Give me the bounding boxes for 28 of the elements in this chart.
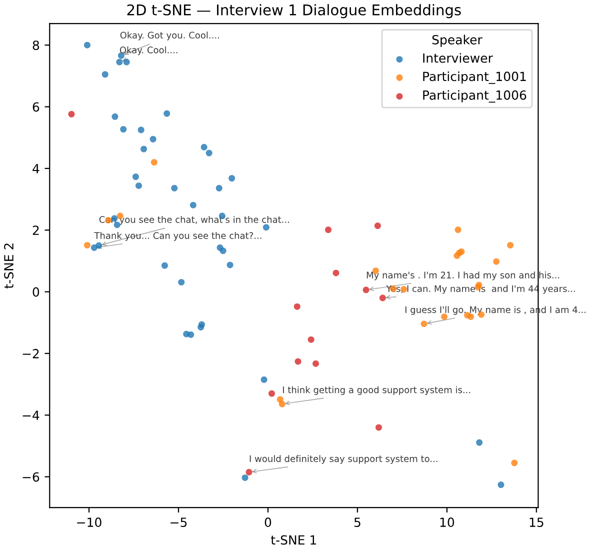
y-tick-label: 2 [32, 226, 39, 235]
x-tick-label: 5 [354, 518, 360, 528]
annotation: I think getting a good support system is... [282, 386, 470, 395]
y-tick-label: −6 [22, 472, 40, 482]
y-axis-title: t-SNE 2 [4, 244, 14, 288]
y-tick-label: 8 [32, 40, 40, 50]
y-tick-label: 0 [32, 287, 40, 297]
annotation: Can you see the chat, what's in the chat... [99, 216, 290, 225]
annotation: Thank you... Can you see the chat?... [94, 232, 262, 241]
annotation: Okay. Cool.... [120, 46, 178, 56]
legend-label: Participant_1001 [423, 71, 526, 84]
legend-label: Interviewer [423, 53, 493, 63]
legend-label: Participant_1006 [423, 90, 526, 103]
y-tick-label: 4 [32, 164, 40, 174]
annotation: My name's . I'm 21. I had my son and his... [366, 271, 560, 280]
annotation: Okay. Got you. Cool.... [120, 32, 219, 40]
x-tick-label: 0 [264, 518, 272, 528]
chart-title: 2D t-SNE — Interview 1 Dialogue Embeddings [127, 4, 461, 18]
y-tick-label: 6 [32, 102, 40, 112]
legend-title: Speaker [432, 34, 482, 47]
y-tick-label: −4 [22, 410, 40, 420]
x-axis-title: t-SNE 1 [270, 535, 316, 545]
x-tick-label: 10 [440, 518, 454, 528]
x-tick-label: −5 [170, 518, 187, 528]
y-tick-label: −2 [22, 348, 39, 358]
x-tick-label: 15 [530, 518, 544, 528]
annotation: I would definitely say support system to... [250, 455, 438, 464]
x-tick-label: −10 [77, 518, 102, 528]
